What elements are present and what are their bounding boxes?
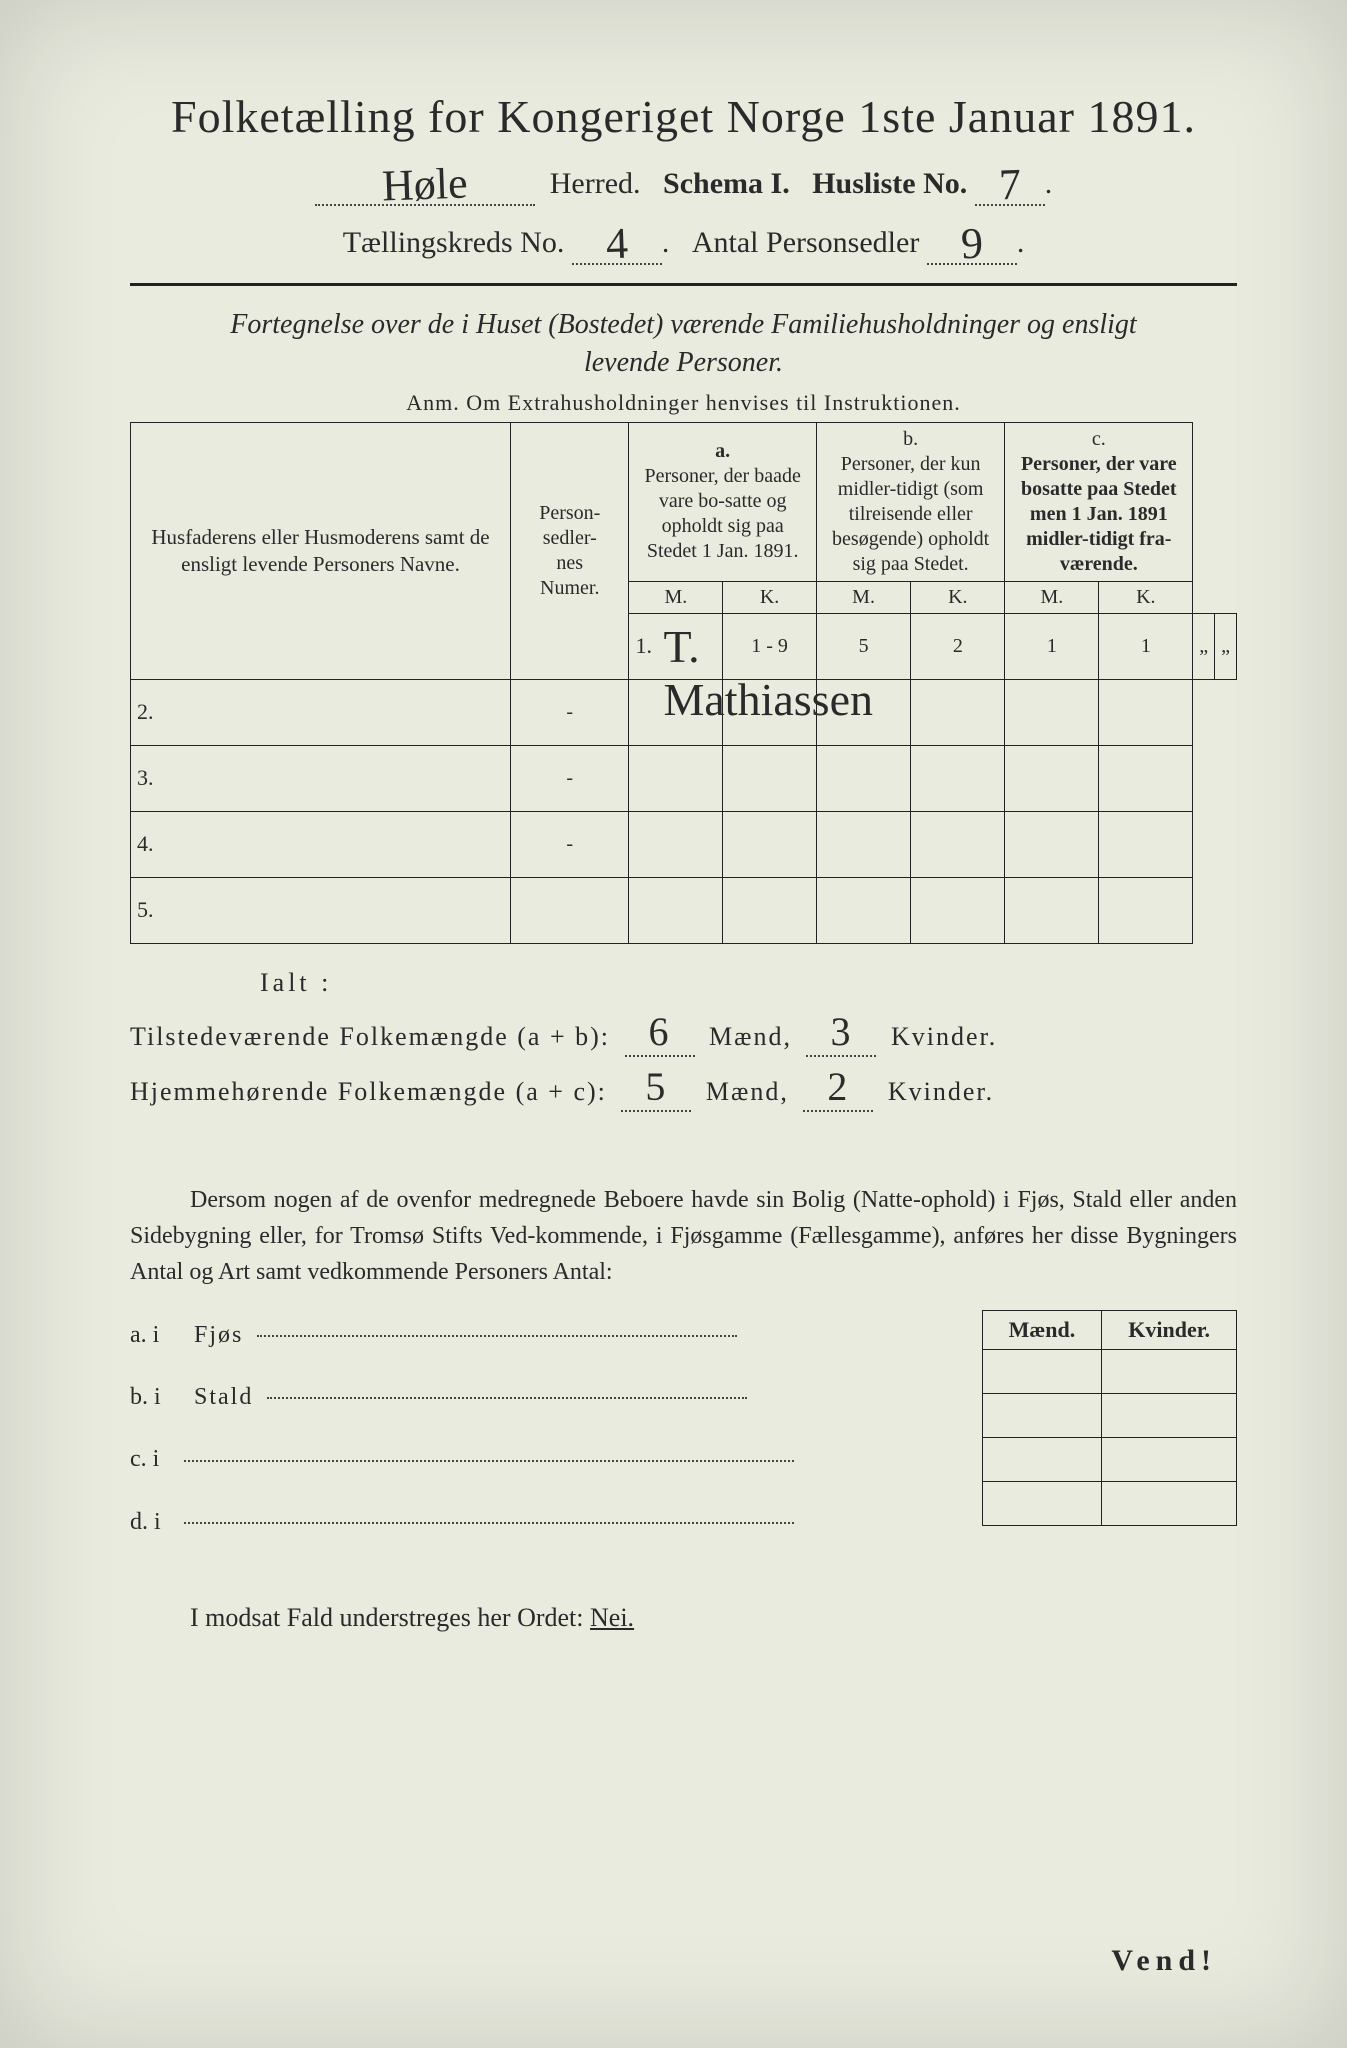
cell-name: 4.	[131, 811, 511, 877]
maend-word: Mænd,	[709, 1022, 792, 1051]
resident-label: Hjemmehørende Folkemængde (a + c):	[130, 1077, 607, 1106]
totals-line-resident: Hjemmehørende Folkemængde (a + c): 5 Mæn…	[130, 1063, 1237, 1112]
resident-k: 2	[827, 1064, 849, 1109]
table-row: 3. -	[131, 745, 1237, 811]
cell-name: 5.	[131, 877, 511, 943]
nei-label: I modsat Fald understreges her Ordet:	[190, 1603, 584, 1632]
husliste-field: 7	[975, 153, 1045, 206]
resident-m: 5	[645, 1064, 667, 1109]
household-table: Husfaderens eller Husmoderens samt de en…	[130, 422, 1237, 944]
nei-word: Nei.	[590, 1603, 634, 1632]
row-number: 1.	[635, 633, 652, 658]
kreds-label: Tællingskreds No.	[343, 226, 565, 259]
husliste-label: Husliste No.	[812, 167, 967, 200]
cell-b-k: 1	[1099, 613, 1193, 679]
husliste-value: 7	[998, 159, 1022, 211]
row-number: 3.	[137, 765, 154, 790]
kvinder-word: Kvinder.	[891, 1022, 997, 1051]
gender-count-table: Mænd. Kvinder.	[982, 1310, 1237, 1526]
col-a-letter: a.	[715, 440, 730, 462]
header-row-2: Tællingskreds No. 4 . Antal Personsedler…	[130, 212, 1237, 265]
totals-line-present: Tilstedeværende Folkemængde (a + b): 6 M…	[130, 1008, 1237, 1057]
annotation-note: Anm. Om Extrahusholdninger henvises til …	[130, 390, 1237, 416]
ialt-label: Ialt :	[260, 968, 1237, 998]
list-c-label: c. i	[130, 1428, 170, 1490]
cell-c-k: „	[1215, 613, 1237, 679]
col-b-m: M.	[816, 581, 910, 613]
antal-field: 9	[927, 212, 1017, 265]
list-d-label: d. i	[130, 1491, 170, 1553]
herred-field: Høle	[315, 153, 535, 206]
table-row: 5.	[131, 877, 1237, 943]
nei-sentence: I modsat Fald understreges her Ordet: Ne…	[190, 1603, 1237, 1633]
kreds-field: 4	[572, 212, 662, 265]
cell-name: 2.	[131, 679, 511, 745]
list-b-label: b. i	[130, 1366, 170, 1428]
col-a-desc: Personer, der baade vare bo-satte og oph…	[645, 465, 801, 562]
side-header-m: Mænd.	[982, 1310, 1102, 1349]
col-a-k: K.	[723, 581, 817, 613]
cell-c-m: „	[1193, 613, 1215, 679]
row-number: 2.	[137, 699, 154, 724]
cell-a-k: 2	[911, 613, 1005, 679]
herred-value: Høle	[381, 158, 468, 212]
present-k: 3	[830, 1009, 852, 1054]
kreds-value: 4	[605, 218, 629, 270]
dotted-line	[267, 1397, 747, 1399]
census-form-page: Folketælling for Kongeriget Norge 1ste J…	[0, 0, 1347, 2048]
col-b-k: K.	[911, 581, 1005, 613]
cell-num: -	[511, 811, 629, 877]
herred-label: Herred.	[550, 167, 641, 200]
row-number: 5.	[137, 897, 154, 922]
list-a-label: a. i	[130, 1304, 170, 1366]
turn-page-label: Vend!	[1111, 1944, 1217, 1978]
paragraph-text: Dersom nogen af de ovenfor medregnede Be…	[130, 1187, 1237, 1285]
cell-b-m: 1	[1005, 613, 1099, 679]
row-number: 4.	[137, 831, 154, 856]
cell-num: -	[511, 679, 629, 745]
maend-word: Mænd,	[706, 1077, 789, 1106]
dotted-line	[257, 1335, 737, 1337]
side-header-k: Kvinder.	[1102, 1310, 1237, 1349]
col-c-letter: c.	[1092, 428, 1106, 450]
cell-name: 3.	[131, 745, 511, 811]
totals-block: Ialt : Tilstedeværende Folkemængde (a + …	[130, 968, 1237, 1112]
col-b-desc: Personer, der kun midler-tidigt (som til…	[832, 453, 989, 575]
col-group-a: a. Personer, der baade vare bo-satte og …	[629, 422, 816, 581]
col-group-b: b. Personer, der kun midler-tidigt (som …	[816, 422, 1005, 581]
cell-name: 1. T. Mathiassen	[629, 613, 723, 679]
col-b-letter: b.	[903, 428, 918, 450]
list-b-text: Stald	[194, 1384, 253, 1410]
table-row: 4. -	[131, 811, 1237, 877]
col-header-name: Husfaderens eller Husmoderens samt de en…	[131, 422, 511, 679]
outbuilding-paragraph: Dersom nogen af de ovenfor medregnede Be…	[130, 1182, 1237, 1290]
schema-label: Schema I.	[663, 167, 790, 200]
name-handwritten: T. Mathiassen	[663, 620, 873, 726]
header-row-1: Høle Herred. Schema I. Husliste No. 7 .	[130, 153, 1237, 206]
list-a-text: Fjøs	[194, 1322, 243, 1348]
col-header-number: Person- sedler- nes Numer.	[511, 422, 629, 679]
col-c-desc: Personer, der vare bosatte paa Stedet me…	[1021, 453, 1177, 575]
col-a-m: M.	[629, 581, 723, 613]
subtitle: Fortegnelse over de i Huset (Bostedet) v…	[190, 306, 1177, 382]
cell-num: -	[511, 745, 629, 811]
col-c-m: M.	[1005, 581, 1099, 613]
page-title: Folketælling for Kongeriget Norge 1ste J…	[130, 90, 1237, 143]
col-c-k: K.	[1099, 581, 1193, 613]
kvinder-word: Kvinder.	[888, 1077, 994, 1106]
dotted-line	[184, 1460, 794, 1462]
dotted-line	[184, 1522, 794, 1524]
antal-label: Antal Personsedler	[692, 226, 919, 259]
antal-value: 9	[960, 218, 984, 270]
col-group-c: c. Personer, der vare bosatte paa Stedet…	[1005, 422, 1193, 581]
divider	[130, 283, 1237, 286]
present-label: Tilstedeværende Folkemængde (a + b):	[130, 1022, 610, 1051]
cell-num	[511, 877, 629, 943]
outbuilding-list-block: Mænd. Kvinder. a. i Fjøs b. i Stald c. i	[130, 1300, 1237, 1554]
present-m: 6	[649, 1009, 671, 1054]
